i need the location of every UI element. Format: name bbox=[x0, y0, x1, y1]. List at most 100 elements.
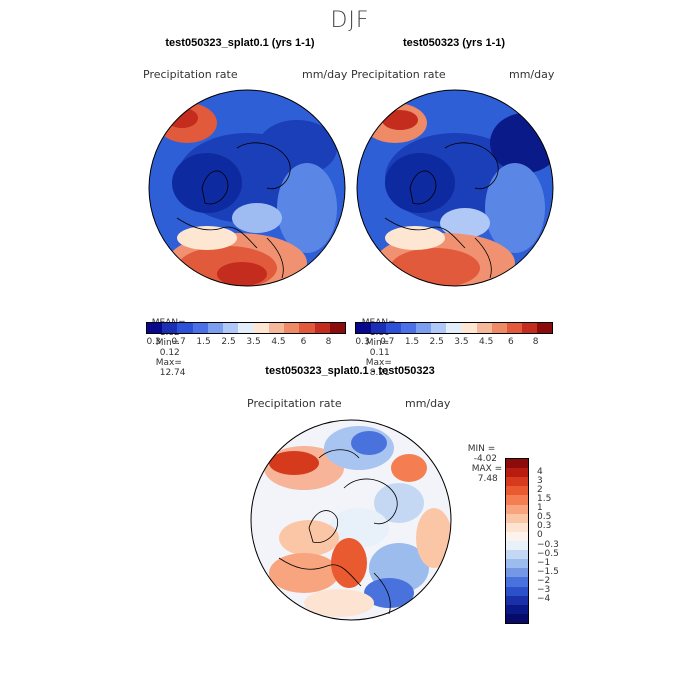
panel2-title: test050323 (yrs 1-1) bbox=[402, 37, 506, 49]
panel1-colorbar-ticks: 0.3 0.7 1.5 2.5 3.5 4.5 6 8 bbox=[146, 337, 344, 349]
panel2-colorbar-ticks: 0.3 0.7 1.5 2.5 3.5 4.5 6 8 bbox=[355, 337, 551, 349]
diff-colorbar-swatch bbox=[506, 550, 528, 560]
colorbar-tick-label: 3.5 bbox=[454, 337, 469, 347]
colorbar-tick-label: 1.5 bbox=[196, 337, 211, 347]
diff-colorbar-swatch bbox=[506, 504, 528, 514]
panel2-colorbar bbox=[355, 322, 553, 334]
panel2-min-value: 0.11 bbox=[369, 348, 390, 358]
diff-colorbar-swatch bbox=[506, 559, 528, 569]
panel1-field-label: Precipitation rate bbox=[143, 68, 238, 81]
colorbar-tick-label: 4.5 bbox=[478, 337, 494, 347]
colorbar-tick-label: 0.7 bbox=[171, 337, 186, 347]
panel1-polar-map bbox=[148, 89, 346, 287]
panel1-units: mm/day bbox=[302, 68, 348, 81]
diff-colorbar-tick-label: −3 bbox=[537, 585, 551, 596]
diff-colorbar-swatch bbox=[506, 577, 528, 587]
colorbar-swatch bbox=[521, 323, 537, 333]
diff-colorbar-swatch bbox=[506, 604, 528, 614]
diff-colorbar-tick-label: 0 bbox=[537, 530, 543, 541]
colorbar-tick-label: 8 bbox=[532, 337, 539, 347]
diff-colorbar-tick-label: 1 bbox=[537, 503, 543, 514]
colorbar-tick-label: 0.3 bbox=[355, 337, 370, 347]
panel1-max-value: 12.74 bbox=[159, 368, 186, 378]
colorbar-swatch bbox=[223, 323, 239, 333]
colorbar-swatch bbox=[147, 323, 163, 333]
colorbar-swatch bbox=[431, 323, 447, 333]
diff-max-value: 7.48 bbox=[477, 474, 498, 484]
colorbar-swatch bbox=[356, 323, 372, 333]
diff-colorbar-swatch bbox=[506, 531, 528, 541]
colorbar-tick-label: 6 bbox=[300, 337, 307, 347]
colorbar-swatch bbox=[253, 323, 269, 333]
diff-colorbar-swatch bbox=[506, 613, 528, 623]
diff-min-value: -4.02 bbox=[473, 454, 498, 464]
colorbar-tick-label: 6 bbox=[508, 337, 514, 347]
panel2-polar-map bbox=[356, 89, 554, 287]
diff-colorbar-swatch bbox=[506, 522, 528, 532]
diff-stats: MIN = -4.02 MAX = 7.48 bbox=[462, 434, 503, 484]
colorbar-swatch bbox=[268, 323, 285, 333]
colorbar-swatch bbox=[192, 323, 208, 333]
colorbar-swatch bbox=[177, 323, 193, 333]
figure-title: DJF bbox=[330, 8, 370, 33]
diff-colorbar-swatch bbox=[506, 595, 528, 605]
diff-colorbar-tick-label: −1.5 bbox=[537, 566, 559, 577]
diff-colorbar-tick-label: 0.5 bbox=[537, 512, 552, 523]
diff-colorbar-tick-label: 1.5 bbox=[537, 494, 552, 504]
colorbar-swatch bbox=[284, 323, 300, 333]
colorbar-swatch bbox=[329, 323, 346, 333]
colorbar-swatch bbox=[446, 323, 462, 333]
diff-colorbar-tick-label: 4 bbox=[537, 466, 543, 477]
panel1-min-value: 0.12 bbox=[159, 348, 180, 358]
diff-min-label: MIN = bbox=[467, 444, 496, 454]
diff-colorbar-swatch bbox=[506, 513, 528, 523]
diff-colorbar bbox=[505, 458, 529, 624]
diff-colorbar-tick-label: 2 bbox=[537, 484, 543, 495]
colorbar-swatch bbox=[461, 323, 477, 333]
diff-colorbar-tick-label: 3 bbox=[537, 475, 543, 486]
colorbar-swatch bbox=[238, 323, 254, 333]
colorbar-swatch bbox=[314, 323, 330, 333]
panel2-max-value: 8.21 bbox=[369, 368, 390, 378]
colorbar-swatch bbox=[162, 323, 178, 333]
panel2-units: mm/day bbox=[509, 68, 555, 81]
diff-colorbar-tick-label: −0.5 bbox=[537, 548, 559, 559]
diff-colorbar-tick-label: −4 bbox=[537, 594, 551, 605]
diff-polar-map bbox=[250, 419, 452, 621]
diff-colorbar-tick-label: −2 bbox=[537, 576, 551, 586]
colorbar-tick-label: 4.5 bbox=[271, 337, 286, 347]
colorbar-swatch bbox=[506, 323, 522, 333]
diff-colorbar-swatch bbox=[506, 486, 528, 496]
colorbar-tick-label: 0.7 bbox=[380, 337, 395, 347]
panel1-title: test050323_splat0.1 (yrs 1-1) bbox=[165, 37, 315, 49]
diff-field-label: Precipitation rate bbox=[247, 397, 342, 410]
diff-colorbar-tick-label: −1 bbox=[537, 557, 551, 568]
diff-colorbar-swatch bbox=[506, 586, 528, 596]
colorbar-swatch bbox=[536, 323, 553, 333]
diff-colorbar-swatch bbox=[506, 468, 528, 478]
diff-colorbar-swatch bbox=[506, 495, 528, 505]
diff-max-label: MAX = bbox=[471, 464, 503, 474]
colorbar-swatch bbox=[491, 323, 507, 333]
colorbar-swatch bbox=[416, 323, 432, 333]
panel1-colorbar bbox=[146, 322, 346, 334]
diff-units: mm/day bbox=[405, 397, 451, 410]
diff-colorbar-swatch bbox=[506, 540, 528, 551]
colorbar-swatch bbox=[386, 323, 402, 333]
diff-colorbar-ticks: 4 3 2 1.5 1 0.5 0.3 0 −0.3 −0.5 −1 −1.5 −2 −3 −4 bbox=[537, 458, 587, 624]
diff-panel-title: test050323_splat0.1 - test050323 bbox=[265, 365, 435, 377]
colorbar-tick-label: 1.5 bbox=[404, 337, 420, 347]
panel2-min-label: Min= bbox=[365, 338, 390, 348]
colorbar-tick-label: 2.5 bbox=[221, 337, 236, 347]
colorbar-swatch bbox=[401, 323, 417, 333]
colorbar-swatch bbox=[476, 323, 492, 333]
panel2-max-label: Max= bbox=[365, 358, 392, 368]
colorbar-swatch bbox=[299, 323, 315, 333]
colorbar-tick-label: 2.5 bbox=[429, 337, 444, 347]
colorbar-swatch bbox=[371, 323, 387, 333]
diff-colorbar-swatch bbox=[506, 568, 528, 578]
colorbar-tick-label: 0.3 bbox=[146, 337, 161, 347]
diff-colorbar-tick-label: 0.3 bbox=[537, 521, 552, 532]
diff-colorbar-swatch bbox=[506, 459, 528, 469]
panel1-min-label: Min= bbox=[155, 338, 180, 348]
